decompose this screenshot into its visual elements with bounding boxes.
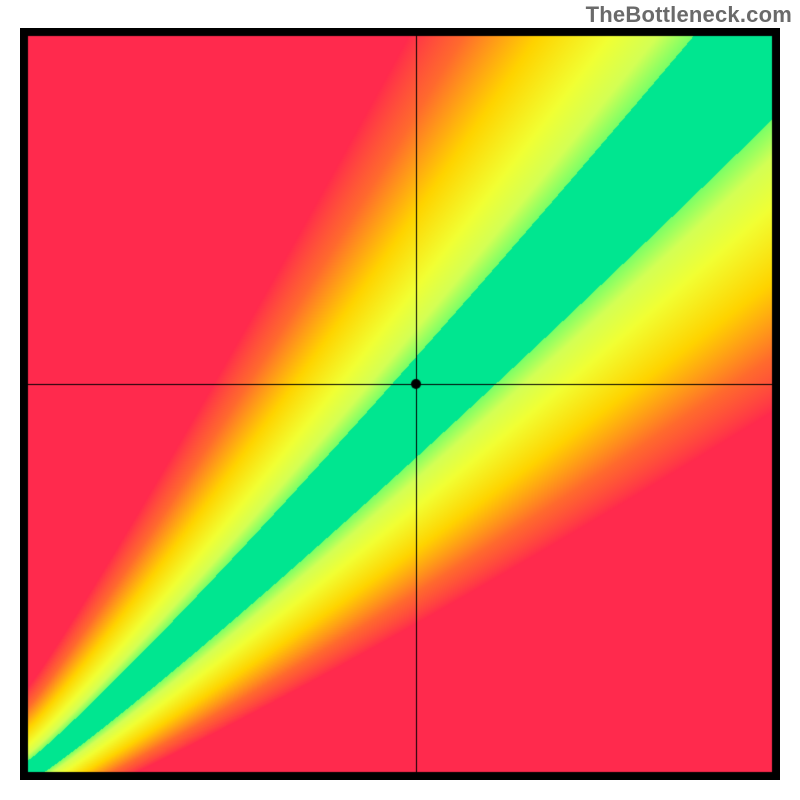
heatmap-plot: [20, 28, 780, 780]
watermark-text: TheBottleneck.com: [586, 2, 792, 28]
heatmap-canvas: [20, 28, 780, 780]
chart-container: TheBottleneck.com: [0, 0, 800, 800]
